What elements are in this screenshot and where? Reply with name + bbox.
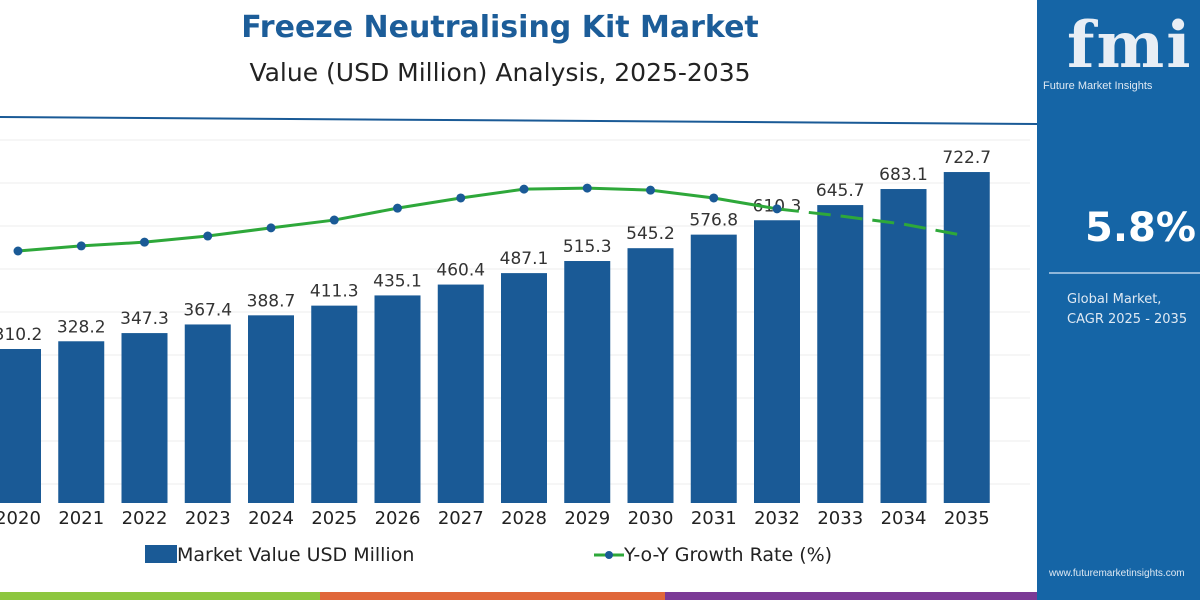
x-tick-2029: 2029 — [564, 508, 610, 529]
growth-point-2024 — [266, 223, 276, 233]
bar-2026 — [374, 295, 421, 503]
fmi-logo: fmi — [1067, 8, 1193, 83]
footer-stripe-green — [0, 592, 320, 600]
caption-line-2: CAGR 2025 - 2035 — [1067, 312, 1188, 327]
data-label-2027: 460.4 — [436, 261, 485, 281]
data-label-2034: 683.1 — [879, 165, 928, 185]
bar-2031 — [690, 234, 737, 503]
chart-area: 310.2 2020 328.2 2021 347.3 2022 367.4 2023 388.… — [0, 116, 1037, 529]
chart-title: Freeze Neutralising Kit Market — [241, 10, 759, 45]
x-tick-2020: 2020 — [0, 508, 41, 529]
bar-2025 — [311, 305, 358, 503]
bar-2024 — [248, 315, 294, 503]
divider — [1049, 272, 1200, 274]
growth-point-2027 — [456, 193, 466, 203]
growth-line-dashed — [776, 207, 968, 238]
legend-item-market-value: Market Value USD Million — [145, 544, 414, 566]
growth-point-2026 — [393, 203, 402, 213]
growth-point-2021 — [76, 241, 86, 251]
legend-swatch-line — [594, 551, 624, 559]
x-tick-2025: 2025 — [311, 508, 357, 529]
header-rule — [0, 116, 1037, 125]
growth-point-2028 — [519, 184, 529, 194]
data-label-2029: 515.3 — [563, 237, 612, 257]
x-tick-2021: 2021 — [58, 508, 104, 529]
cagr-value: 5.8% — [1085, 205, 1196, 251]
growth-point-2025 — [329, 215, 339, 225]
bar-2030 — [627, 248, 674, 503]
x-tick-2022: 2022 — [122, 508, 168, 529]
footer-stripe-purple — [665, 592, 1037, 600]
chart-subtitle: Value (USD Million) Analysis, 2025-2035 — [249, 58, 751, 87]
x-tick-2032: 2032 — [754, 508, 800, 529]
bar-2021 — [58, 341, 105, 503]
bar-2028 — [501, 273, 547, 503]
bar-2033 — [817, 205, 864, 503]
caption-line-1: Global Market, — [1067, 292, 1162, 307]
bar-2035 — [943, 172, 990, 503]
data-label-2026: 435.1 — [373, 271, 422, 291]
footer-stripe-orange — [320, 592, 665, 600]
growth-point-2032 — [772, 204, 782, 214]
x-tick-2023: 2023 — [185, 508, 231, 529]
data-label-2025: 411.3 — [310, 282, 359, 302]
x-tick-2035: 2035 — [944, 508, 990, 529]
x-tick-2028: 2028 — [501, 508, 547, 529]
bar-2022 — [121, 333, 168, 503]
x-tick-2027: 2027 — [438, 508, 484, 529]
summary-panel: fmi Future Market Insights 5.8% Global M… — [1037, 0, 1200, 600]
data-label-2030: 545.2 — [626, 224, 675, 244]
growth-point-2022 — [140, 237, 149, 247]
data-label-2023: 367.4 — [183, 300, 232, 320]
legend-item-growth-rate: Y-o-Y Growth Rate (%) — [594, 544, 832, 566]
data-label-2031: 576.8 — [689, 211, 738, 231]
data-label-2024: 388.7 — [247, 291, 296, 311]
bar-2023 — [184, 324, 231, 503]
bar-2032 — [754, 220, 800, 504]
legend-label: Market Value USD Million — [177, 544, 415, 566]
bar-2027 — [437, 284, 484, 503]
growth-point-2031 — [709, 193, 719, 203]
growth-point-2030 — [646, 185, 655, 195]
website-link[interactable]: www.futuremarketinsights.com — [1049, 568, 1185, 579]
data-label-2035: 722.7 — [942, 148, 991, 168]
x-tick-2034: 2034 — [881, 508, 927, 529]
legend-swatch-bar — [145, 545, 177, 563]
bar-2034 — [880, 189, 927, 504]
x-tick-2030: 2030 — [628, 508, 674, 529]
data-label-2021: 328.2 — [57, 317, 106, 337]
data-label-2022: 347.3 — [120, 309, 169, 329]
data-label-2020: 310.2 — [0, 325, 42, 345]
bar-2020 — [0, 349, 41, 503]
bar-2029 — [564, 261, 611, 503]
growth-point-2020 — [13, 246, 23, 256]
data-label-2033: 645.7 — [816, 181, 865, 201]
growth-point-2023 — [203, 231, 213, 241]
x-tick-2026: 2026 — [375, 508, 421, 529]
x-tick-2033: 2033 — [817, 508, 863, 529]
cagr-caption: Global Market, CAGR 2025 - 2035 — [1067, 290, 1187, 330]
x-tick-2024: 2024 — [248, 508, 294, 529]
growth-point-2029 — [582, 183, 592, 193]
legend-label: Y-o-Y Growth Rate (%) — [624, 544, 833, 566]
data-label-2028: 487.1 — [500, 249, 549, 269]
x-tick-2031: 2031 — [691, 508, 737, 529]
logo-subtitle: Future Market Insights — [1043, 80, 1153, 92]
